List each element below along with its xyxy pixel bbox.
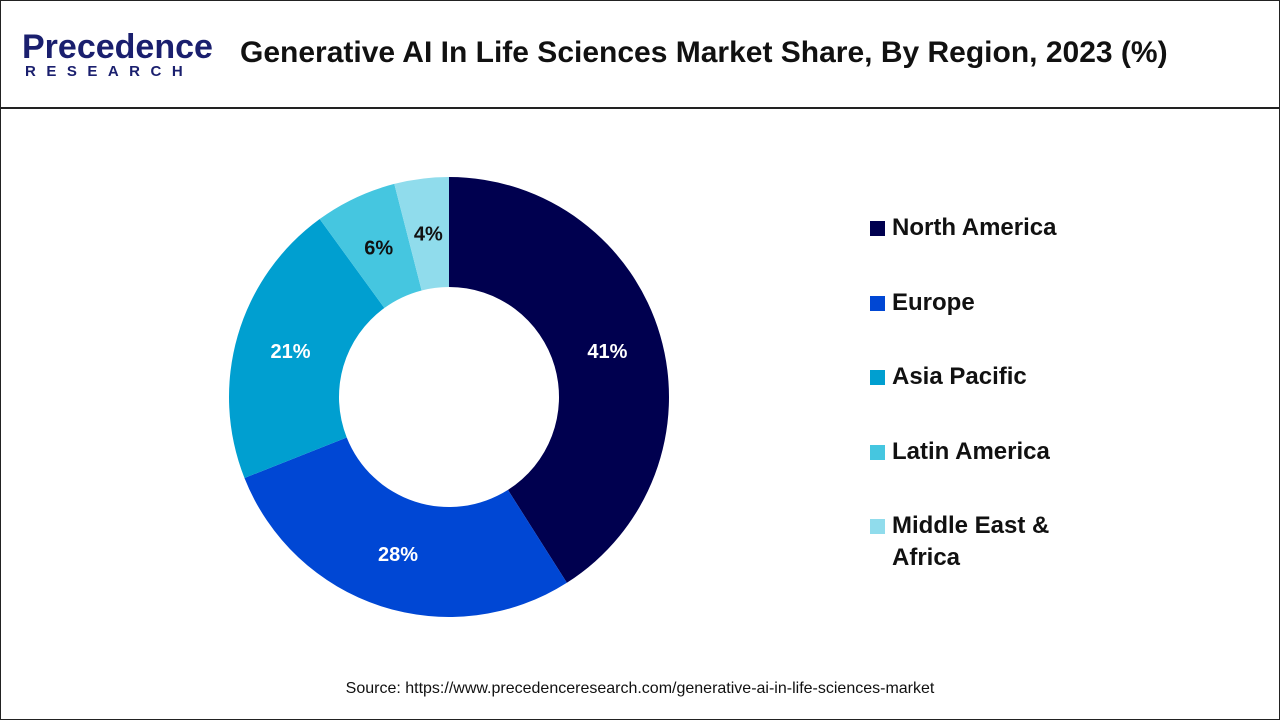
legend-label: North America xyxy=(892,214,1057,241)
donut-slice-latin-america xyxy=(319,183,422,309)
header: Precedence RESEARCH Generative AI In Lif… xyxy=(0,0,1280,109)
legend-swatch xyxy=(870,370,885,385)
donut-slice-middle-east-africa xyxy=(394,177,449,291)
legend-label: Asia Pacific xyxy=(892,363,1027,390)
data-label: 4% xyxy=(414,223,443,245)
data-label: 21% xyxy=(271,341,311,363)
donut-slice-north-america xyxy=(449,177,669,583)
logo-main: Precedence xyxy=(22,28,213,66)
legend-item-north-america: North America xyxy=(870,214,1072,289)
legend-item-europe: Europe xyxy=(870,289,1072,364)
data-label: 6% xyxy=(364,238,393,260)
legend-swatch xyxy=(870,519,885,534)
legend-item-middle-east-africa: Middle East & Africa xyxy=(870,512,1072,587)
legend-item-latin-america: Latin America xyxy=(870,438,1072,513)
logo-sub: RESEARCH xyxy=(25,63,194,80)
legend-item-asia-pacific: Asia Pacific xyxy=(870,363,1072,438)
legend-swatch xyxy=(870,295,885,311)
legend-swatch xyxy=(870,221,885,236)
legend-label: Latin America xyxy=(892,437,1050,465)
logo: Precedence RESEARCH xyxy=(22,30,213,80)
data-label: 41% xyxy=(587,341,627,363)
chart-title: Generative AI In Life Sciences Market Sh… xyxy=(240,36,1168,69)
data-label: 28% xyxy=(378,544,418,566)
legend: North America Europe Asia Pacific Latin … xyxy=(870,214,1072,587)
legend-swatch xyxy=(870,444,885,460)
source-note: Source: https://www.precedenceresearch.c… xyxy=(345,680,935,697)
legend-label: Middle East & Africa xyxy=(892,512,1050,571)
donut-slice-europe xyxy=(244,437,567,617)
donut-slice-asia-pacific xyxy=(228,219,385,478)
legend-label: Europe xyxy=(892,288,975,316)
